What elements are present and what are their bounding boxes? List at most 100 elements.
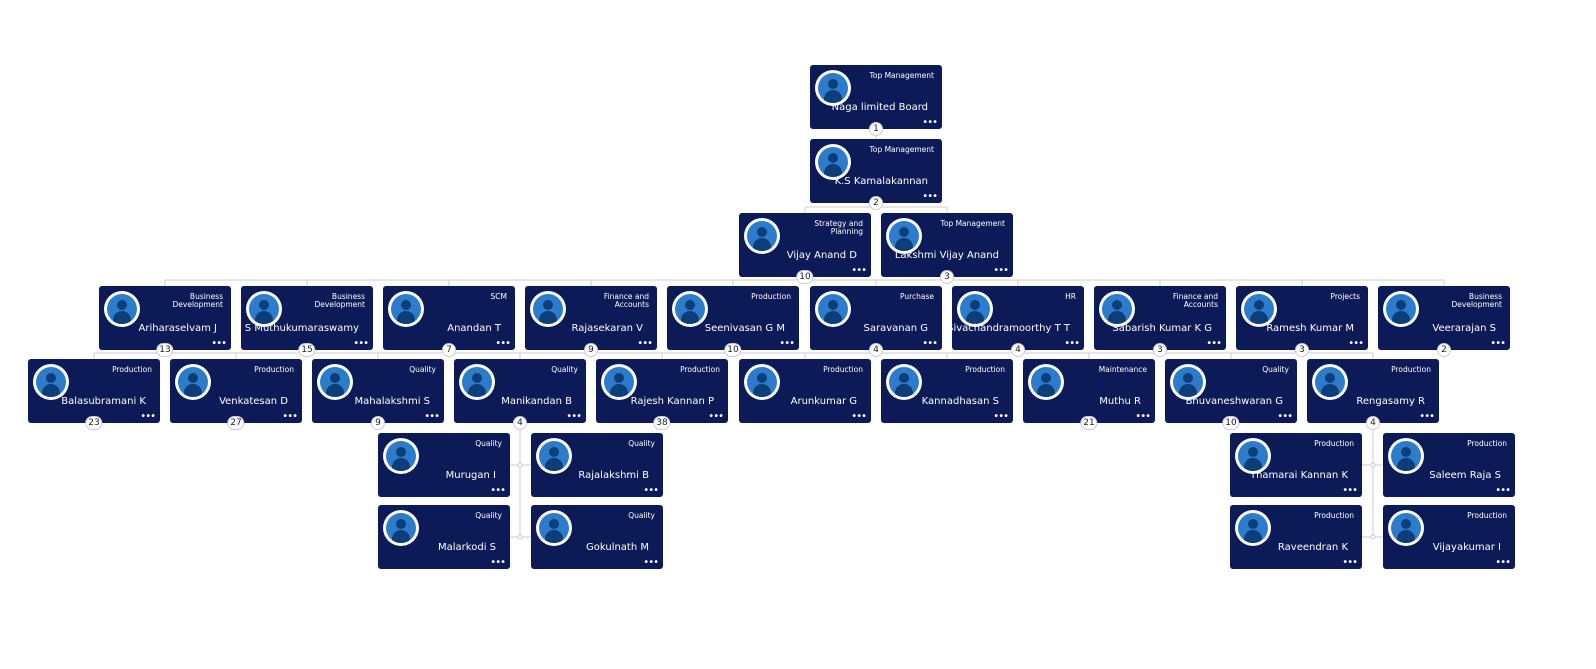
direct-reports-count[interactable]: 7 bbox=[442, 343, 456, 357]
employee-card[interactable]: Business Development Veerarajan S ••• bbox=[1378, 286, 1510, 350]
direct-reports-count[interactable]: 9 bbox=[371, 416, 385, 430]
direct-reports-count[interactable]: 38 bbox=[653, 416, 671, 430]
more-options-icon[interactable]: ••• bbox=[495, 338, 511, 349]
department-label: Top Management bbox=[869, 145, 934, 154]
direct-reports-count[interactable]: 23 bbox=[85, 416, 103, 430]
more-options-icon[interactable]: ••• bbox=[1206, 338, 1222, 349]
employee-card[interactable]: Quality Bhuvaneshwaran G ••• bbox=[1165, 359, 1297, 423]
employee-card[interactable]: Business Development Ariharaselvam J ••• bbox=[99, 286, 231, 350]
more-options-icon[interactable]: ••• bbox=[993, 265, 1009, 276]
employee-card[interactable]: Top Management Naga limited Board ••• bbox=[810, 65, 942, 129]
more-options-icon[interactable]: ••• bbox=[1342, 485, 1358, 496]
employee-card[interactable]: Production Vijayakumar I ••• bbox=[1383, 505, 1515, 569]
user-avatar-icon bbox=[317, 364, 353, 400]
more-options-icon[interactable]: ••• bbox=[490, 557, 506, 568]
more-options-icon[interactable]: ••• bbox=[1495, 557, 1511, 568]
more-options-icon[interactable]: ••• bbox=[1348, 338, 1364, 349]
more-options-icon[interactable]: ••• bbox=[1419, 411, 1435, 422]
more-options-icon[interactable]: ••• bbox=[1135, 411, 1151, 422]
employee-card[interactable]: SCM Anandan T ••• bbox=[383, 286, 515, 350]
employee-card[interactable]: Strategy and Planning Vijay Anand D ••• bbox=[739, 213, 871, 277]
more-options-icon[interactable]: ••• bbox=[424, 411, 440, 422]
more-options-icon[interactable]: ••• bbox=[851, 265, 867, 276]
employee-card[interactable]: Production Thamarai Kannan K ••• bbox=[1230, 433, 1362, 497]
department-label: Finance and Accounts bbox=[1172, 292, 1218, 309]
employee-card[interactable]: Production Rajesh Kannan P ••• bbox=[596, 359, 728, 423]
direct-reports-count[interactable]: 4 bbox=[513, 416, 527, 430]
direct-reports-count[interactable]: 13 bbox=[156, 343, 174, 357]
more-options-icon[interactable]: ••• bbox=[851, 411, 867, 422]
more-options-icon[interactable]: ••• bbox=[566, 411, 582, 422]
direct-reports-count[interactable]: 3 bbox=[940, 270, 954, 284]
direct-reports-count[interactable]: 1 bbox=[869, 122, 883, 136]
direct-reports-count[interactable]: 15 bbox=[298, 343, 316, 357]
employee-card[interactable]: Maintenance Muthu R ••• bbox=[1023, 359, 1155, 423]
user-avatar-icon bbox=[886, 364, 922, 400]
more-options-icon[interactable]: ••• bbox=[922, 117, 938, 128]
employee-card[interactable]: Quality Malarkodi S ••• bbox=[378, 505, 510, 569]
employee-card[interactable]: Quality Murugan I ••• bbox=[378, 433, 510, 497]
employee-card[interactable]: HR Sivachandramoorthy T T ••• bbox=[947, 286, 1084, 350]
direct-reports-count[interactable]: 4 bbox=[1011, 343, 1025, 357]
more-options-icon[interactable]: ••• bbox=[490, 485, 506, 496]
direct-reports-count[interactable]: 9 bbox=[584, 343, 598, 357]
employee-name: Rajalakshmi B bbox=[578, 470, 649, 481]
direct-reports-count[interactable]: 4 bbox=[1366, 416, 1380, 430]
more-options-icon[interactable]: ••• bbox=[140, 411, 156, 422]
direct-reports-count[interactable]: 3 bbox=[1295, 343, 1309, 357]
department-label: Production bbox=[1314, 439, 1354, 448]
direct-reports-count[interactable]: 2 bbox=[1437, 343, 1451, 357]
employee-card[interactable]: Production Arunkumar G ••• bbox=[739, 359, 871, 423]
employee-card[interactable]: Top Management Lakshmi Vijay Anand ••• bbox=[881, 213, 1013, 277]
user-avatar-icon bbox=[1388, 510, 1424, 546]
employee-card[interactable]: Quality Gokulnath M ••• bbox=[531, 505, 663, 569]
more-options-icon[interactable]: ••• bbox=[1277, 411, 1293, 422]
direct-reports-count[interactable]: 27 bbox=[227, 416, 245, 430]
department-label: Production bbox=[254, 365, 294, 374]
employee-card[interactable]: Production Seenivasan G M ••• bbox=[667, 286, 799, 350]
more-options-icon[interactable]: ••• bbox=[282, 411, 298, 422]
department-label: Production bbox=[751, 292, 791, 301]
employee-card[interactable]: Production Raveendran K ••• bbox=[1230, 505, 1362, 569]
employee-card[interactable]: Production Saleem Raja S ••• bbox=[1383, 433, 1515, 497]
more-options-icon[interactable]: ••• bbox=[1490, 338, 1506, 349]
employee-card[interactable]: Production Kannadhasan S ••• bbox=[881, 359, 1013, 423]
employee-card[interactable]: Finance and Accounts Sabarish Kumar K G ••… bbox=[1094, 286, 1226, 350]
employee-card[interactable]: Business Development S Muthukumaraswamy ••… bbox=[241, 286, 373, 350]
more-options-icon[interactable]: ••• bbox=[1495, 485, 1511, 496]
user-avatar-icon bbox=[1235, 438, 1271, 474]
more-options-icon[interactable]: ••• bbox=[708, 411, 724, 422]
employee-card[interactable]: Production Balasubramani K ••• bbox=[28, 359, 160, 423]
more-options-icon[interactable]: ••• bbox=[922, 338, 938, 349]
employee-card[interactable]: Quality Mahalakshmi S ••• bbox=[312, 359, 444, 423]
direct-reports-count[interactable]: 21 bbox=[1080, 416, 1098, 430]
employee-card[interactable]: Production Venkatesan D ••• bbox=[170, 359, 302, 423]
direct-reports-count[interactable]: 10 bbox=[1222, 416, 1240, 430]
direct-reports-count[interactable]: 10 bbox=[724, 343, 742, 357]
more-options-icon[interactable]: ••• bbox=[211, 338, 227, 349]
more-options-icon[interactable]: ••• bbox=[353, 338, 369, 349]
more-options-icon[interactable]: ••• bbox=[1064, 338, 1080, 349]
more-options-icon[interactable]: ••• bbox=[637, 338, 653, 349]
more-options-icon[interactable]: ••• bbox=[922, 191, 938, 202]
more-options-icon[interactable]: ••• bbox=[993, 411, 1009, 422]
department-label: Projects bbox=[1330, 292, 1360, 301]
employee-card[interactable]: Projects Ramesh Kumar M ••• bbox=[1236, 286, 1368, 350]
department-label: HR bbox=[1065, 292, 1076, 301]
employee-card[interactable]: Quality Rajalakshmi B ••• bbox=[531, 433, 663, 497]
more-options-icon[interactable]: ••• bbox=[643, 485, 659, 496]
employee-card[interactable]: Production Rengasamy R ••• bbox=[1307, 359, 1439, 423]
more-options-icon[interactable]: ••• bbox=[779, 338, 795, 349]
employee-card[interactable]: Top Management K.S Kamalakannan ••• bbox=[810, 139, 942, 203]
employee-card[interactable]: Quality Manikandan B ••• bbox=[454, 359, 586, 423]
employee-card[interactable]: Purchase Saravanan G ••• bbox=[810, 286, 942, 350]
employee-card[interactable]: Finance and Accounts Rajasekaran V ••• bbox=[525, 286, 657, 350]
employee-name: Thamarai Kannan K bbox=[1249, 470, 1348, 481]
direct-reports-count[interactable]: 4 bbox=[869, 343, 883, 357]
direct-reports-count[interactable]: 10 bbox=[796, 270, 814, 284]
more-options-icon[interactable]: ••• bbox=[1342, 557, 1358, 568]
more-options-icon[interactable]: ••• bbox=[643, 557, 659, 568]
direct-reports-count[interactable]: 2 bbox=[869, 196, 883, 210]
direct-reports-count[interactable]: 3 bbox=[1153, 343, 1167, 357]
user-avatar-icon bbox=[175, 364, 211, 400]
